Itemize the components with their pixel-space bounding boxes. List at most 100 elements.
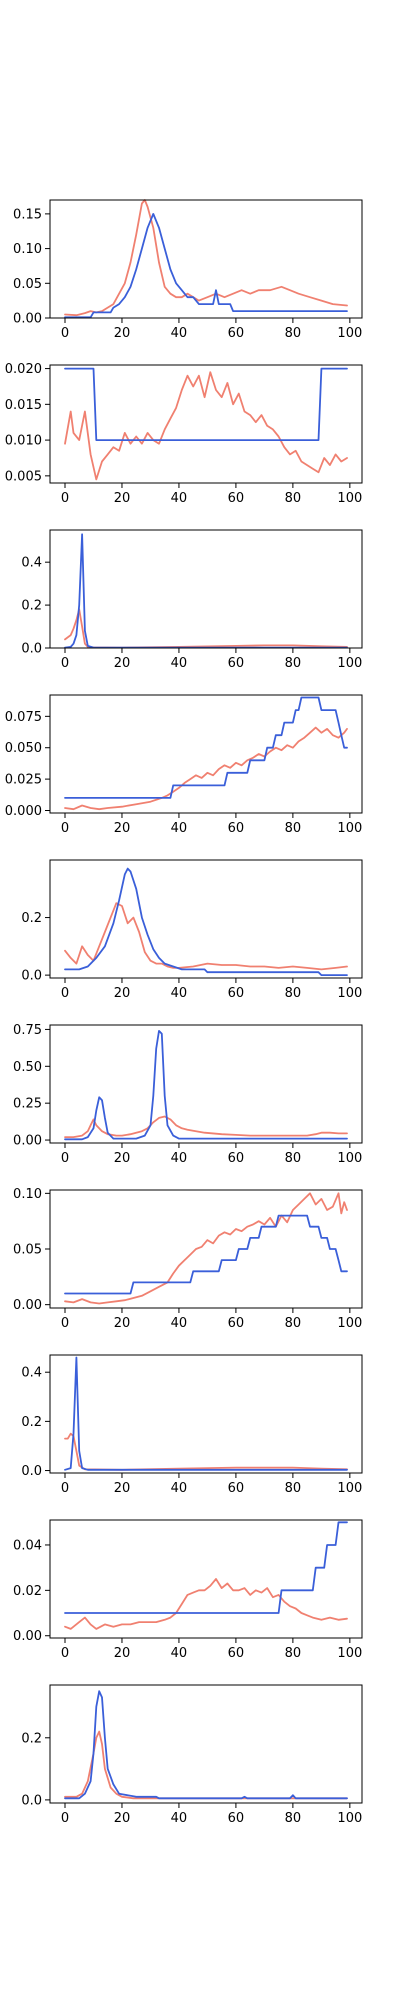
x-tick-label: 40 bbox=[171, 1811, 188, 1826]
series-line-red bbox=[64, 608, 348, 649]
axes-frame bbox=[49, 1024, 363, 1144]
y-tick-label: 0.0 bbox=[21, 1464, 42, 1479]
y-tick-label: 0.075 bbox=[5, 710, 42, 725]
x-tick-label: 80 bbox=[285, 1811, 302, 1826]
x-tick-label: 100 bbox=[337, 326, 362, 341]
x-tick-label: 40 bbox=[171, 1646, 188, 1661]
y-tick-label: 0.020 bbox=[5, 362, 42, 377]
y-tick-label: 0.4 bbox=[21, 1366, 42, 1381]
y-tick-label: 0.00 bbox=[13, 1629, 42, 1644]
x-tick-label: 60 bbox=[228, 656, 245, 671]
x-tick-label: 80 bbox=[285, 1316, 302, 1331]
series-line-red bbox=[64, 726, 348, 811]
x-tick-label: 80 bbox=[285, 656, 302, 671]
series-line-red bbox=[64, 1192, 348, 1305]
x-tick-label: 100 bbox=[337, 1481, 362, 1496]
x-tick-label: 80 bbox=[285, 1151, 302, 1166]
y-tick-label: 0.00 bbox=[13, 1298, 42, 1313]
series-line-red bbox=[64, 1578, 348, 1630]
y-tick-label: 0.10 bbox=[13, 1187, 42, 1202]
x-tick-label: 60 bbox=[228, 1646, 245, 1661]
y-tick-label: 0.2 bbox=[21, 911, 42, 926]
x-tick-label: 20 bbox=[114, 656, 131, 671]
x-tick-label: 80 bbox=[285, 986, 302, 1001]
x-tick-label: 40 bbox=[171, 1481, 188, 1496]
x-tick-label: 100 bbox=[337, 656, 362, 671]
x-tick-label: 20 bbox=[114, 1811, 131, 1826]
chart-panel-10: 0 20 40 60 80 100 0.0 0.2 bbox=[21, 1684, 363, 1826]
x-tick-label: 40 bbox=[171, 326, 188, 341]
x-tick-label: 20 bbox=[114, 1646, 131, 1661]
x-tick-label: 40 bbox=[171, 491, 188, 506]
x-tick-label: 0 bbox=[61, 1646, 69, 1661]
axes-frame bbox=[49, 364, 363, 484]
x-tick-label: 40 bbox=[171, 656, 188, 671]
x-tick-label: 20 bbox=[114, 1481, 131, 1496]
chart-panel-3: 0 20 40 60 80 100 0.0 0.2 0.4 bbox=[21, 529, 363, 671]
y-tick-label: 0.050 bbox=[5, 741, 42, 756]
x-tick-label: 0 bbox=[61, 821, 69, 836]
y-tick-label: 0.0 bbox=[21, 969, 42, 984]
chart-panel-8: 0 20 40 60 80 100 0.0 0.2 0.4 bbox=[21, 1354, 363, 1496]
x-tick-label: 0 bbox=[61, 1316, 69, 1331]
axes-frame bbox=[49, 1684, 363, 1804]
x-tick-label: 0 bbox=[61, 1811, 69, 1826]
chart-panel-9: 0 20 40 60 80 100 0.00 0.02 0.04 bbox=[13, 1519, 363, 1661]
y-tick-label: 0.50 bbox=[13, 1060, 42, 1075]
series-line-blue bbox=[64, 367, 348, 441]
series-line-blue bbox=[64, 533, 348, 649]
x-tick-label: 0 bbox=[61, 1481, 69, 1496]
chart-panel-2: 0 20 40 60 80 100 0.005 0.010 0.015 0.020 bbox=[5, 362, 363, 506]
y-tick-label: 0.010 bbox=[5, 434, 42, 449]
series-line-blue bbox=[64, 1521, 348, 1614]
series-line-blue bbox=[64, 1030, 348, 1141]
x-tick-label: 0 bbox=[61, 491, 69, 506]
x-tick-label: 80 bbox=[285, 1646, 302, 1661]
series-line-blue bbox=[64, 867, 348, 976]
series-line-red bbox=[64, 902, 348, 971]
x-tick-label: 100 bbox=[337, 1316, 362, 1331]
y-tick-label: 0.25 bbox=[13, 1097, 42, 1112]
x-tick-label: 0 bbox=[61, 326, 69, 341]
y-tick-label: 0.75 bbox=[13, 1023, 42, 1038]
x-tick-label: 100 bbox=[337, 491, 362, 506]
axes-frame bbox=[49, 859, 363, 979]
x-tick-label: 60 bbox=[228, 491, 245, 506]
series-line-red bbox=[64, 1432, 348, 1471]
y-tick-label: 0.02 bbox=[13, 1584, 42, 1599]
y-tick-label: 0.0 bbox=[21, 642, 42, 657]
y-tick-label: 0.2 bbox=[21, 599, 42, 614]
y-tick-label: 0.2 bbox=[21, 1415, 42, 1430]
series-line-red bbox=[64, 371, 348, 481]
y-tick-label: 0.005 bbox=[5, 469, 42, 484]
x-tick-label: 80 bbox=[285, 821, 302, 836]
series-line-blue bbox=[64, 213, 348, 319]
chart-panel-4: 0 20 40 60 80 100 0.000 0.025 0.050 0.075 bbox=[5, 694, 363, 836]
y-tick-label: 0.10 bbox=[13, 242, 42, 257]
x-tick-label: 80 bbox=[285, 326, 302, 341]
x-tick-label: 40 bbox=[171, 1151, 188, 1166]
x-tick-label: 40 bbox=[171, 986, 188, 1001]
y-tick-label: 0.04 bbox=[13, 1538, 42, 1553]
x-tick-label: 100 bbox=[337, 1151, 362, 1166]
x-tick-label: 60 bbox=[228, 1151, 245, 1166]
x-tick-label: 60 bbox=[228, 1481, 245, 1496]
y-tick-label: 0.05 bbox=[13, 1243, 42, 1258]
x-tick-label: 20 bbox=[114, 1151, 131, 1166]
x-tick-label: 60 bbox=[228, 1811, 245, 1826]
series-line-blue bbox=[64, 1690, 348, 1800]
series-line-red bbox=[64, 199, 348, 317]
x-tick-label: 20 bbox=[114, 326, 131, 341]
y-tick-label: 0.000 bbox=[5, 804, 42, 819]
x-tick-label: 60 bbox=[228, 326, 245, 341]
axes-frame bbox=[49, 694, 363, 814]
x-tick-label: 60 bbox=[228, 1316, 245, 1331]
axes-frame bbox=[49, 1519, 363, 1639]
axes-frame bbox=[49, 1354, 363, 1474]
y-tick-label: 0.15 bbox=[13, 207, 42, 222]
chart-panel-5: 0 20 40 60 80 100 0.0 0.2 bbox=[21, 859, 363, 1001]
chart-panel-1: 0 20 40 60 80 100 0.00 0.05 0.10 0.15 bbox=[13, 199, 363, 341]
x-tick-label: 80 bbox=[285, 491, 302, 506]
x-tick-label: 20 bbox=[114, 986, 131, 1001]
